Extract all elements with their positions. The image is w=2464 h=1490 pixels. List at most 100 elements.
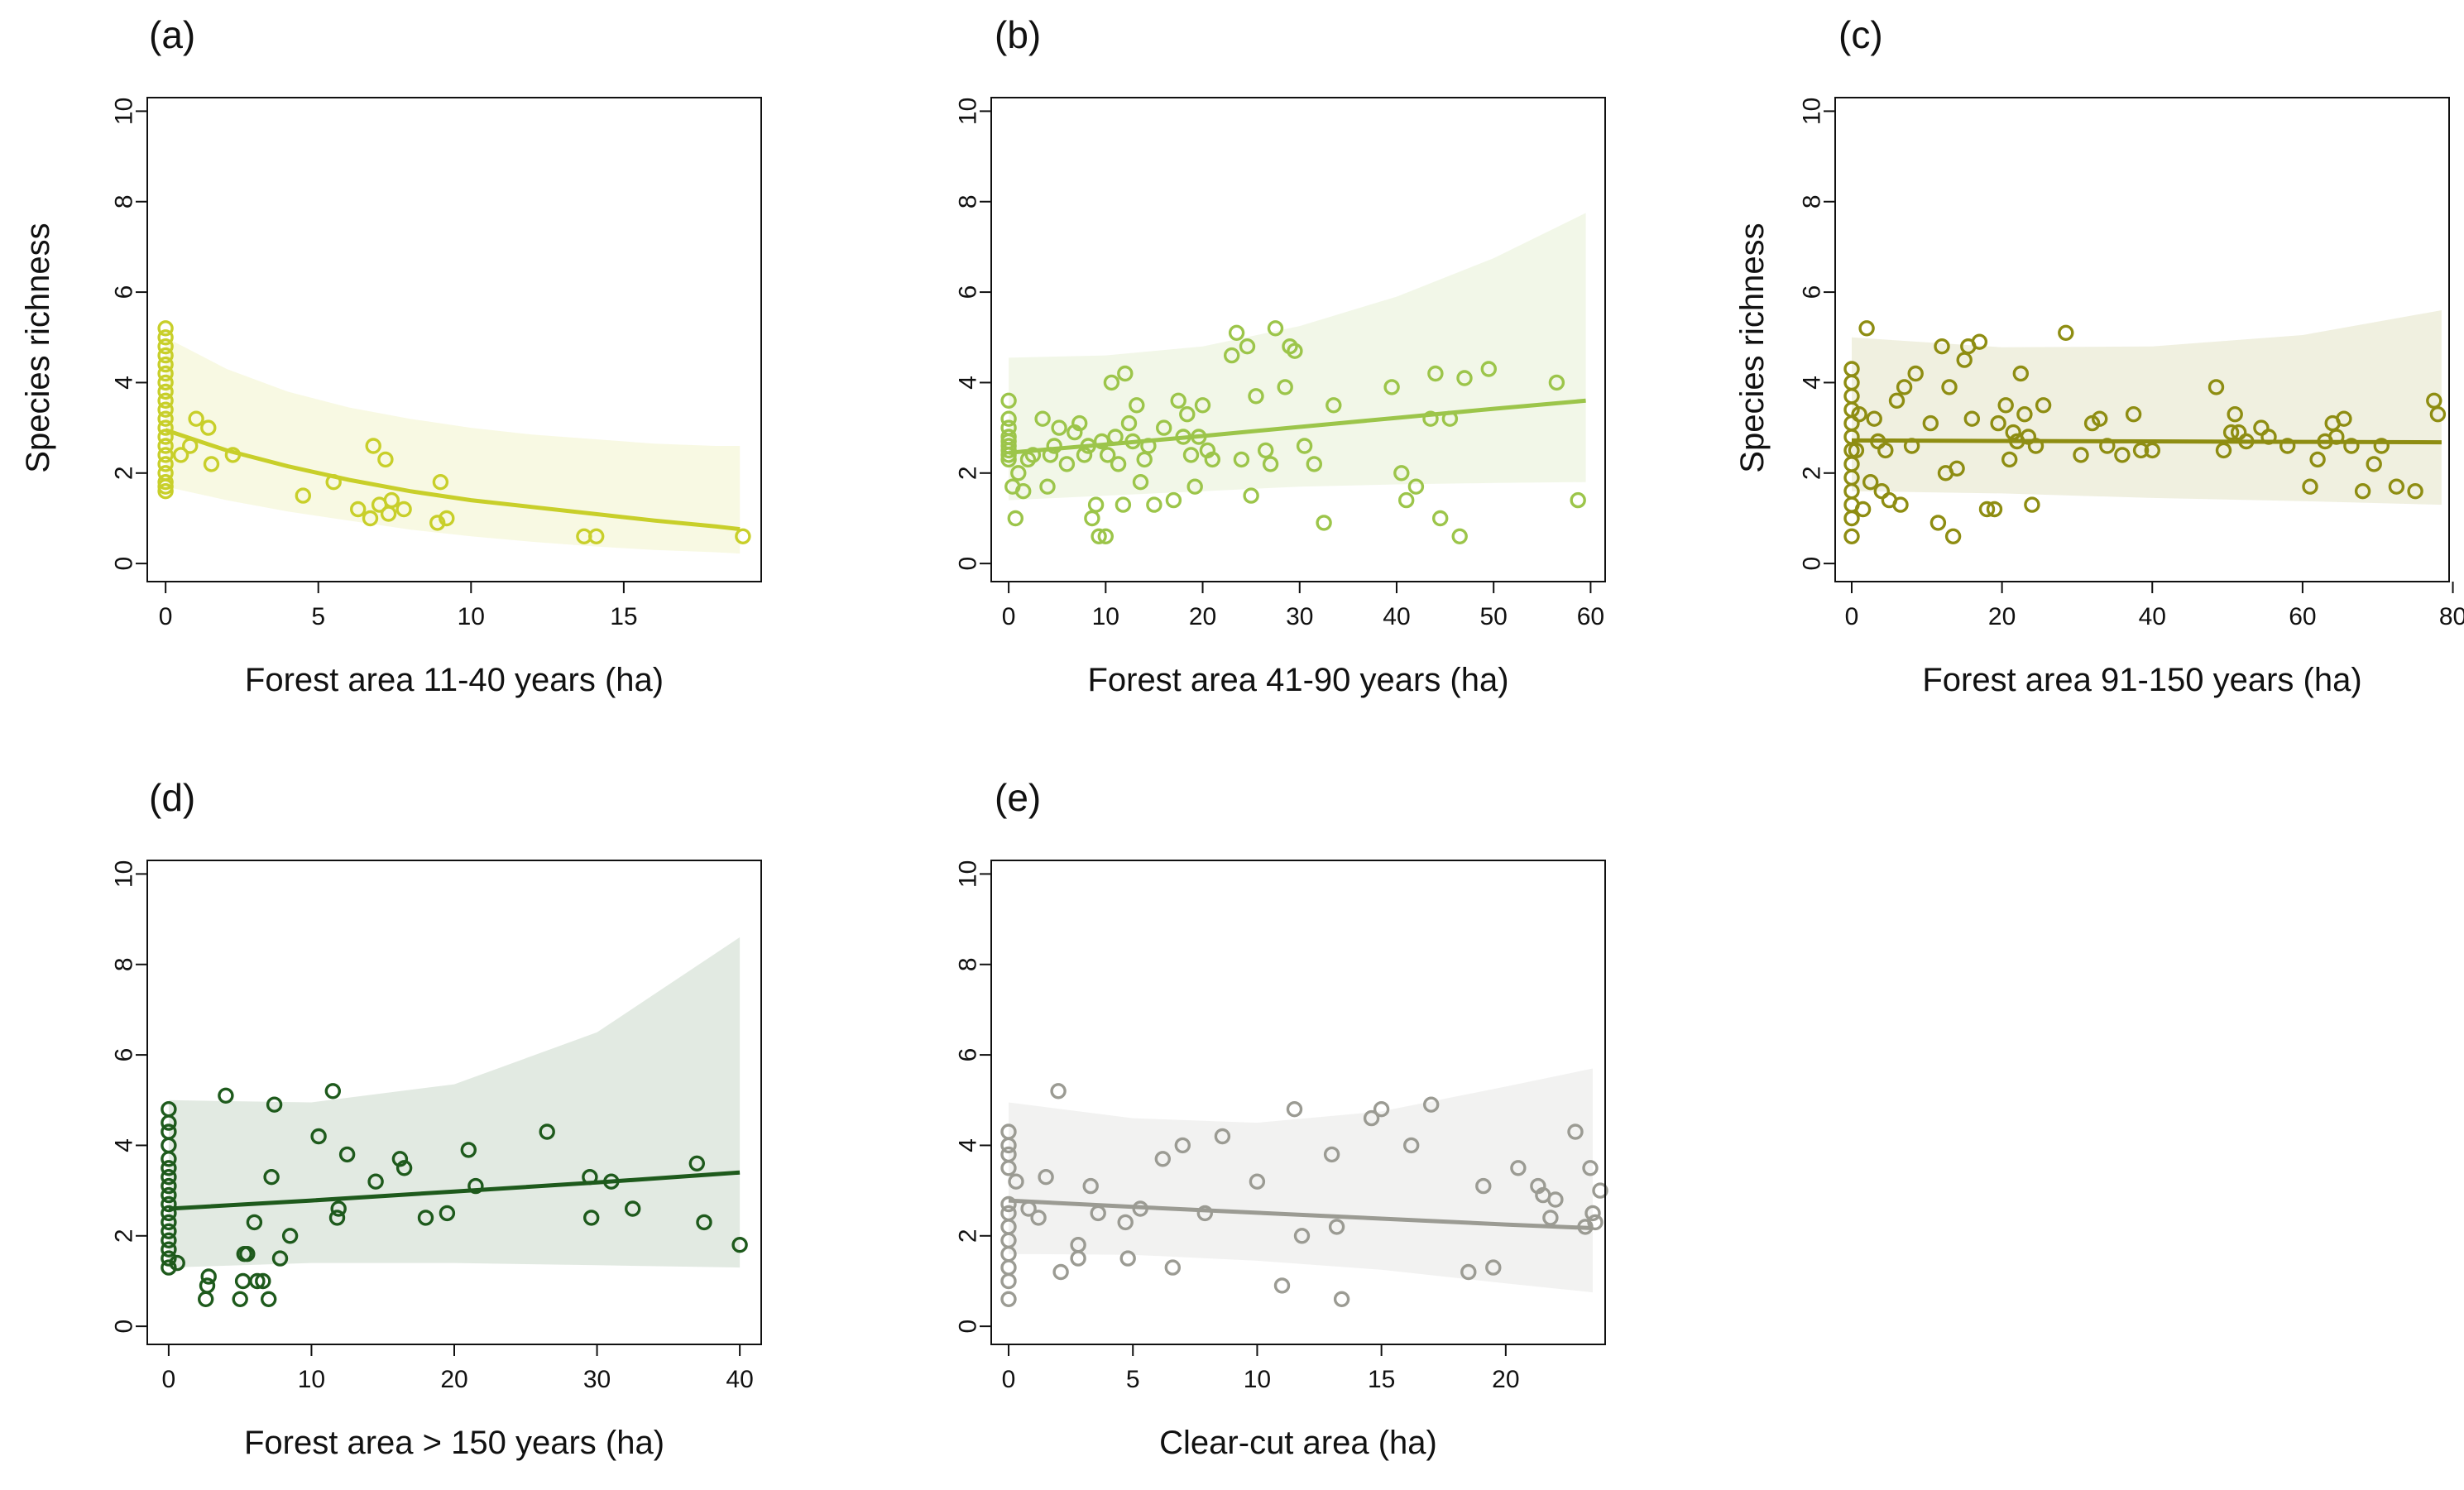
data-point (2366, 456, 2382, 472)
data-point (1099, 447, 1116, 463)
data-point (1510, 1160, 1527, 1176)
data-point (460, 1142, 477, 1158)
data-point (2114, 447, 2131, 463)
data-point (1000, 410, 1017, 427)
data-point (2429, 406, 2447, 423)
y-tick-label: 10 (111, 860, 138, 888)
data-point (161, 1241, 177, 1258)
data-point (1592, 1182, 1608, 1199)
x-axis-title: Forest area 91-150 years (ha) (1922, 662, 2361, 698)
data-point (1000, 419, 1017, 436)
data-point (1124, 433, 1141, 450)
data-point (603, 1173, 620, 1190)
data-point (1971, 333, 1988, 350)
data-point (1986, 501, 2003, 518)
data-point (2035, 397, 2052, 414)
data-point (239, 1245, 256, 1262)
y-tick-label: 2 (955, 466, 982, 480)
y-tick-label: 2 (955, 1229, 982, 1243)
data-point (1196, 1205, 1214, 1222)
data-point (417, 1210, 434, 1226)
data-point (1306, 456, 1323, 472)
data-point (1042, 447, 1059, 463)
data-point (439, 1205, 456, 1222)
x-tick-label: 20 (1189, 603, 1216, 630)
x-tick-label: 10 (1092, 603, 1119, 630)
data-point (1082, 1177, 1099, 1195)
data-point (1174, 1137, 1191, 1154)
data-point (1587, 1214, 1604, 1231)
y-tick-label: 10 (955, 860, 982, 888)
data-point (1427, 365, 1444, 382)
data-point (467, 1177, 484, 1195)
data-point (1397, 491, 1415, 509)
data-point (2309, 451, 2326, 468)
data-point (181, 438, 199, 454)
data-point (1120, 414, 1138, 432)
data-point (2073, 447, 2089, 463)
y-tick-label: 6 (955, 285, 982, 299)
data-point (1843, 528, 1860, 544)
confidence-band (168, 937, 741, 1268)
data-point (377, 451, 394, 468)
data-point (1090, 1205, 1106, 1222)
data-point (429, 515, 446, 531)
data-point (157, 410, 174, 427)
y-tick-label: 0 (955, 1320, 982, 1334)
data-point (588, 528, 605, 544)
data-point (1146, 496, 1162, 513)
data-point (255, 1272, 271, 1290)
data-point (1052, 1263, 1069, 1281)
data-point (203, 456, 220, 472)
data-point (157, 347, 174, 364)
data-point (324, 1083, 341, 1100)
data-point (2388, 478, 2405, 495)
x-tick-label: 40 (1383, 603, 1410, 630)
data-point (1854, 501, 1872, 518)
data-point (1866, 410, 1882, 427)
data-point (362, 510, 379, 527)
data-point (199, 1277, 216, 1294)
confidence-band (1852, 310, 2442, 505)
data-point (1978, 501, 1996, 518)
data-point (295, 487, 311, 504)
x-tick-label: 60 (2289, 603, 2316, 630)
x-tick-label: 40 (2139, 603, 2166, 630)
data-point (735, 528, 751, 544)
data-point (1441, 410, 1459, 427)
data-point (1570, 491, 1586, 509)
data-point (1000, 1259, 1017, 1276)
x-tick-label: 20 (1492, 1366, 1519, 1393)
data-point (1194, 397, 1211, 414)
y-tick-label: 10 (111, 98, 138, 125)
panel-label: (c) (1838, 13, 1883, 56)
data-point (1107, 429, 1124, 445)
x-tick-label: 15 (1368, 1366, 1395, 1393)
data-point (1000, 1146, 1017, 1163)
x-tick-label: 5 (1126, 1366, 1140, 1393)
data-point (1000, 438, 1017, 454)
x-tick-label: 0 (1002, 603, 1016, 630)
data-point (1407, 478, 1425, 495)
data-point (1922, 414, 1939, 432)
data-point (188, 410, 204, 427)
data-point (1110, 456, 1127, 472)
data-point (330, 1200, 347, 1217)
data-point (1422, 1096, 1440, 1113)
data-point (1058, 456, 1076, 472)
x-tick-label: 15 (610, 603, 637, 630)
y-tick-label: 8 (955, 957, 982, 971)
data-point (325, 474, 342, 491)
data-points (157, 320, 751, 544)
data-point (1191, 429, 1207, 445)
data-point (1548, 374, 1565, 391)
data-point (1851, 406, 1867, 423)
data-point (2058, 324, 2074, 341)
data-point (1273, 1277, 1291, 1294)
data-point (1383, 379, 1400, 395)
data-point (1323, 1146, 1340, 1163)
y-tick-label: 0 (955, 557, 982, 571)
data-point (161, 1177, 177, 1195)
panel-b: 0 2 4 6 8 10 0 10 20 30 40 50 60 (b) Forest area 41-90… (955, 13, 1606, 698)
data-point (2302, 478, 2318, 495)
